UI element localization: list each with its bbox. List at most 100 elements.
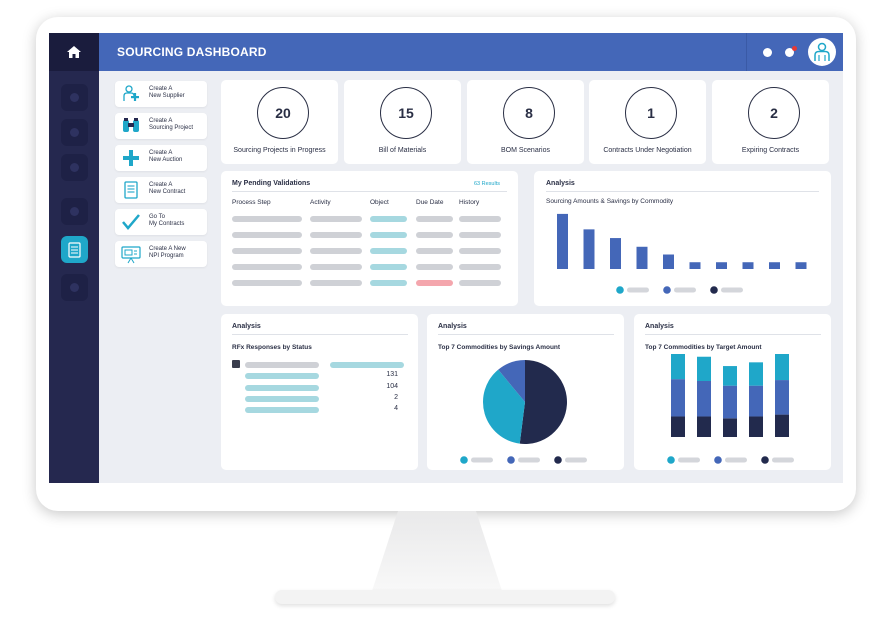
sidebar-item-reports[interactable]	[61, 236, 88, 263]
rfx-value: 104	[386, 383, 398, 390]
column-header: History	[459, 199, 480, 206]
sidebar-item-1[interactable]	[61, 84, 88, 111]
qa-label: Create A	[149, 118, 173, 124]
go-to-contracts-button[interactable]: Go To My Contracts	[115, 209, 207, 235]
rfx-value: 4	[394, 405, 398, 412]
qa-label: Create A	[149, 150, 173, 156]
card-title: Analysis	[438, 323, 467, 330]
pie-slice	[498, 360, 525, 402]
legend-label-placeholder	[518, 457, 540, 463]
commodity-bar-chart	[557, 213, 807, 294]
monitor-base	[275, 590, 615, 604]
column-header: Object	[370, 199, 389, 206]
target-stacked-card: Analysis Top 7 Commodities by Target Amo…	[634, 314, 831, 470]
results-link[interactable]: 63 Results	[474, 181, 500, 187]
qa-label: New Supplier	[149, 93, 185, 99]
sidebar-item-2[interactable]	[61, 119, 88, 146]
legend-dot	[663, 286, 671, 294]
placeholder-bar	[416, 264, 453, 270]
kpi-value: 20	[257, 87, 309, 139]
legend-dot	[507, 456, 515, 464]
report-icon	[68, 241, 81, 258]
bar	[610, 238, 621, 269]
create-sourcing-project-button[interactable]: Create A Sourcing Project	[115, 113, 207, 139]
user-icon	[814, 42, 830, 61]
settings-dot-icon[interactable]	[763, 48, 772, 57]
dot-icon	[70, 283, 79, 292]
stacked-segment	[671, 416, 685, 437]
stacked-segment	[671, 379, 685, 417]
placeholder-bar	[459, 216, 501, 222]
placeholder-bar	[370, 216, 407, 222]
chart-subtitle: Sourcing Amounts & Savings by Commodity	[546, 198, 674, 205]
analysis-commodity-card: Analysis Sourcing Amounts & Savings by C…	[534, 171, 831, 306]
placeholder-bar	[459, 232, 501, 238]
sidebar-item-6[interactable]	[61, 274, 88, 301]
pie-slice	[483, 369, 525, 444]
sidebar-item-4[interactable]	[61, 198, 88, 225]
sidebar-item-3[interactable]	[61, 154, 88, 181]
placeholder-bar	[370, 280, 407, 286]
kpi-card-bom[interactable]: 15 Bill of Materials	[344, 80, 461, 164]
qa-label: Create A	[149, 182, 173, 188]
avatar[interactable]	[808, 38, 836, 66]
placeholder-bar	[232, 248, 302, 254]
stacked-segment	[775, 414, 789, 437]
placeholder-bar	[232, 264, 302, 270]
rfx-value: 2	[394, 394, 398, 401]
kpi-label: Bill of Materials	[378, 147, 427, 154]
stacked-segment	[749, 416, 763, 437]
qa-label: NPI Program	[149, 253, 184, 259]
legend-label-placeholder	[565, 457, 587, 463]
kpi-card-expiring[interactable]: 2 Expiring Contracts	[712, 80, 829, 164]
legend-dot	[761, 456, 769, 464]
stacked-segment	[749, 385, 763, 417]
sidebar	[49, 33, 99, 483]
placeholder-bar	[459, 248, 501, 254]
column-header: Activity	[310, 199, 331, 206]
home-button[interactable]	[49, 33, 99, 71]
notification-dot-icon[interactable]	[785, 48, 794, 57]
create-npi-program-button[interactable]: Create A New NPI Program	[115, 241, 207, 267]
create-contract-button[interactable]: Create A New Contract	[115, 177, 207, 203]
dot-icon	[70, 128, 79, 137]
collapse-icon[interactable]	[232, 360, 240, 368]
placeholder-bar	[310, 280, 362, 286]
create-supplier-button[interactable]: Create A New Supplier	[115, 81, 207, 107]
kpi-card-projects[interactable]: 20 Sourcing Projects in Progress	[221, 80, 338, 164]
savings-pie-card: Analysis Top 7 Commodities by Savings Am…	[427, 314, 624, 470]
placeholder-bar	[310, 216, 362, 222]
qa-label: New Contract	[149, 189, 186, 195]
savings-pie-chart	[460, 360, 587, 464]
card-title: My Pending Validations	[232, 180, 311, 187]
dot-icon	[70, 93, 79, 102]
bar	[742, 262, 754, 269]
presentation-icon	[121, 246, 141, 264]
create-auction-button[interactable]: Create A New Auction	[115, 145, 207, 171]
qa-label: New Auction	[149, 157, 183, 163]
kpi-card-negotiation[interactable]: 1 Contracts Under Negotiation	[589, 80, 706, 164]
divider	[645, 334, 821, 335]
bar	[769, 262, 780, 269]
qa-label: Create A	[149, 86, 173, 92]
placeholder-bar	[416, 216, 453, 222]
dot-icon	[70, 207, 79, 216]
placeholder-bar	[370, 232, 407, 238]
placeholder-bar	[310, 264, 362, 270]
add-user-icon	[123, 85, 139, 101]
qa-label: Go To	[149, 214, 165, 220]
legend-dot	[667, 456, 675, 464]
legend-label-placeholder	[721, 287, 743, 293]
kpi-card-bom-scenarios[interactable]: 8 BOM Scenarios	[467, 80, 584, 164]
placeholder-bar	[245, 385, 319, 391]
legend-dot	[460, 456, 468, 464]
legend-label-placeholder	[725, 457, 747, 463]
stacked-segment	[697, 356, 711, 381]
legend-dot	[616, 286, 624, 294]
page-title: SOURCING DASHBOARD	[117, 45, 267, 59]
column-header: Process Step	[232, 199, 271, 206]
placeholder-bar	[370, 248, 407, 254]
home-icon	[67, 46, 81, 58]
divider	[546, 191, 819, 192]
qa-label: Create A New	[149, 246, 186, 252]
